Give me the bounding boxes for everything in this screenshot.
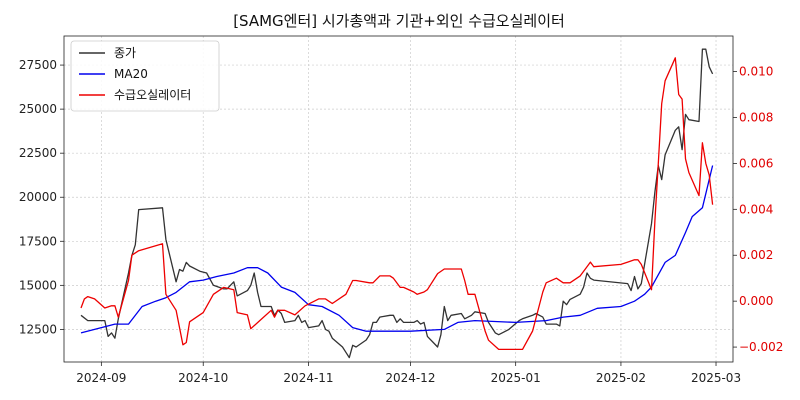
y-left-tick-label: 17500 xyxy=(19,234,57,248)
series-line-0 xyxy=(80,48,714,359)
y-left-tick-label: 12500 xyxy=(19,322,57,336)
y-left-tick-label: 25000 xyxy=(19,102,57,116)
legend-label: MA20 xyxy=(114,67,148,81)
grid xyxy=(64,36,733,362)
y-left-tick-label: 22500 xyxy=(19,146,57,160)
x-tick-label: 2025-01 xyxy=(491,371,541,385)
legend-label: 종가 xyxy=(114,46,136,60)
series-line-2 xyxy=(80,57,714,351)
y-right-tick-label: 0.010 xyxy=(739,65,773,79)
chart-title: [SAMG엔터] 시가총액과 기관+외인 수급오실레이터 xyxy=(233,12,565,30)
y-left-tick-label: 27500 xyxy=(19,58,57,72)
x-tick-label: 2025-02 xyxy=(596,371,646,385)
x-tick-label: 2024-10 xyxy=(178,371,228,385)
x-tick-label: 2024-11 xyxy=(283,371,333,385)
y-right-tick-label: −0.002 xyxy=(739,340,783,354)
y-right-tick-label: 0.004 xyxy=(739,202,773,216)
x-tick-label: 2024-12 xyxy=(385,371,435,385)
y-right-tick-label: 0.006 xyxy=(739,156,773,170)
y-right-tick-label: 0.008 xyxy=(739,111,773,125)
legend-box xyxy=(70,40,220,112)
plot-frame xyxy=(63,35,734,363)
y-left-tick-label: 20000 xyxy=(19,190,57,204)
x-tick-label: 2024-09 xyxy=(76,371,126,385)
legend-label: 수급오실레이터 xyxy=(114,88,191,102)
legend: 종가 MA20 수급오실레이터 xyxy=(70,40,220,112)
y-right-tick-label: 0.000 xyxy=(739,294,773,308)
y-right-tick-label: 0.002 xyxy=(739,248,773,262)
y-left-tick-label: 15000 xyxy=(19,278,57,292)
axes: 2024-09 2024-10 2024-11 2024-12 2025-01 2025-… xyxy=(19,35,783,385)
series-line-1 xyxy=(80,165,714,334)
x-tick-label: 2025-03 xyxy=(691,371,741,385)
series-lines xyxy=(80,48,714,359)
